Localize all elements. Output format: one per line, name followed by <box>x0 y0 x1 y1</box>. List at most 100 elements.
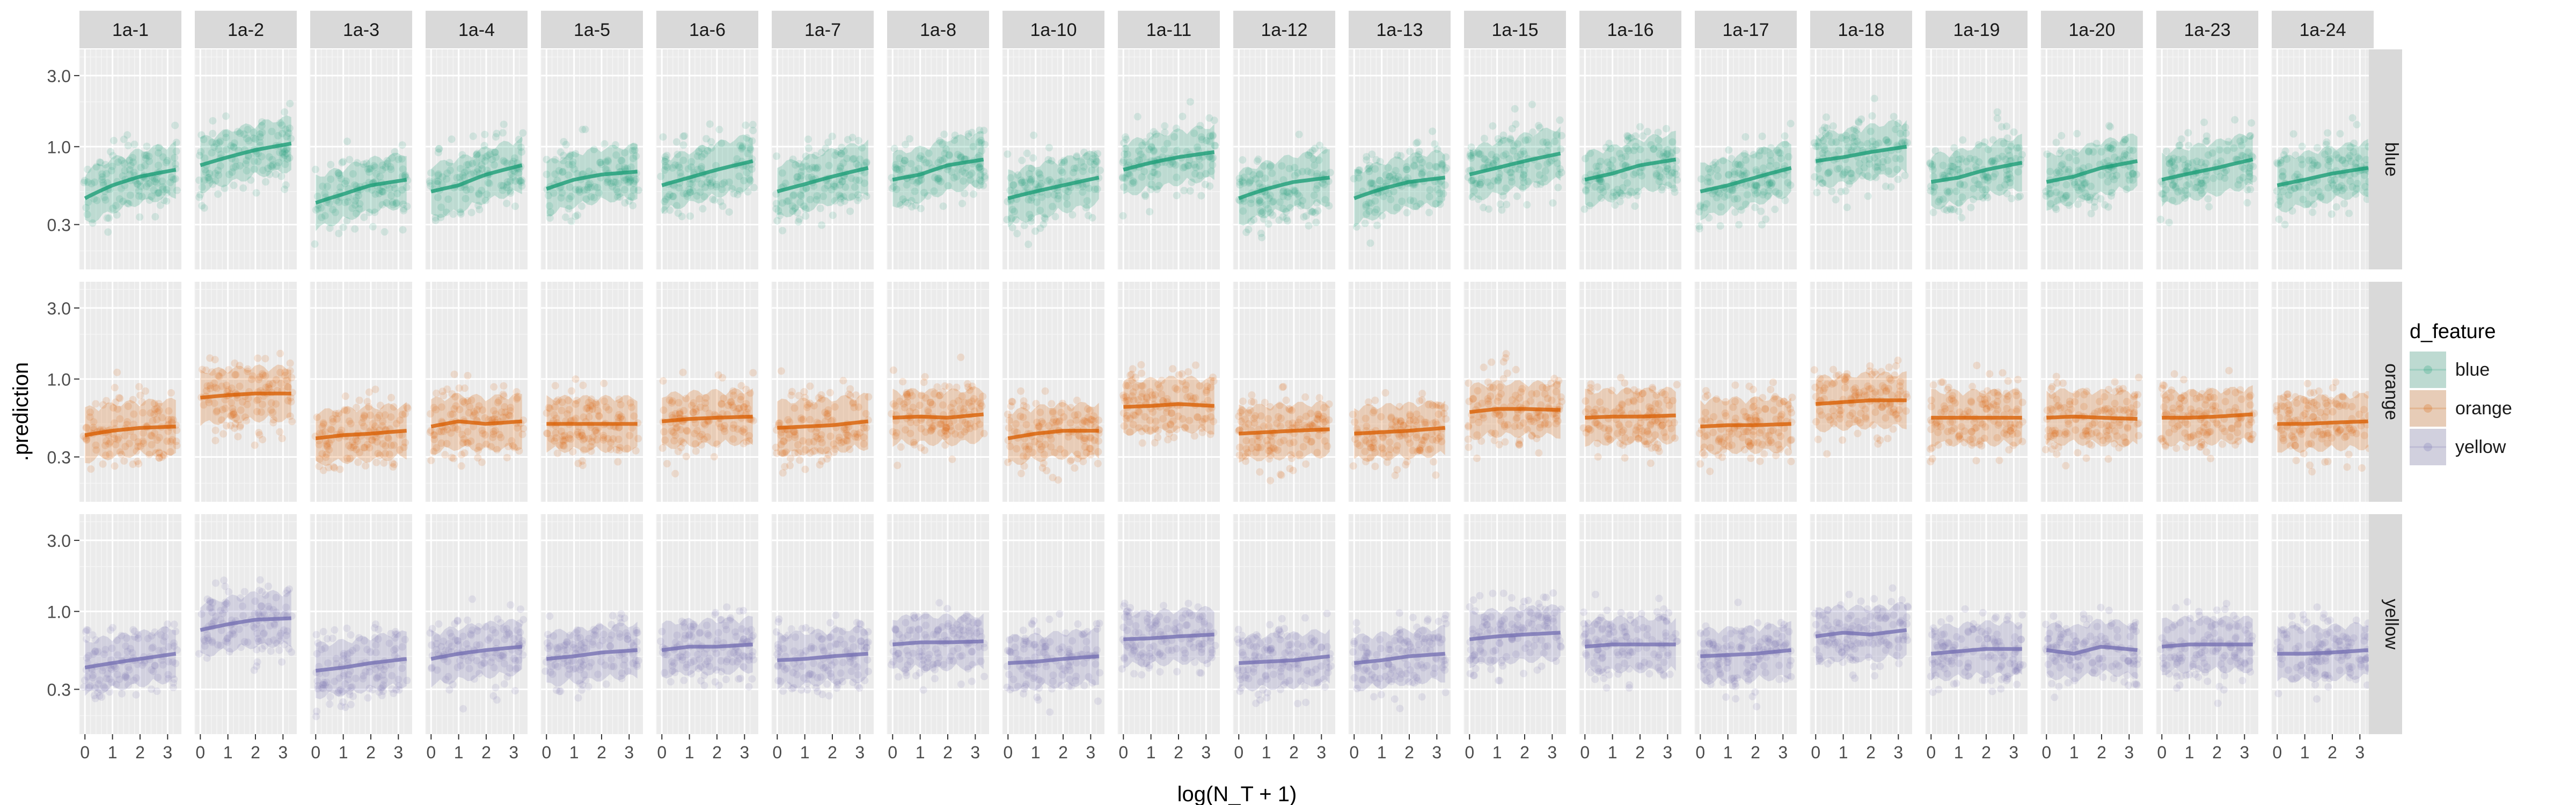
data-point <box>1093 185 1101 193</box>
data-point <box>914 165 923 173</box>
data-point <box>1047 435 1055 443</box>
data-point <box>1024 240 1033 248</box>
data-point <box>1695 225 1703 233</box>
data-point <box>1063 200 1071 208</box>
data-point <box>720 179 728 187</box>
data-point <box>979 392 987 400</box>
data-point <box>920 447 928 454</box>
data-point <box>725 178 733 186</box>
data-point <box>572 375 580 383</box>
data-point <box>1929 208 1937 216</box>
data-point <box>482 441 490 448</box>
data-point <box>114 405 122 413</box>
data-point <box>234 433 242 441</box>
data-point <box>1929 173 1937 180</box>
data-point <box>1209 132 1217 140</box>
data-point <box>2337 182 2345 190</box>
data-point <box>806 165 814 173</box>
data-point <box>1041 387 1049 395</box>
data-point <box>1028 193 1036 201</box>
data-point <box>201 166 209 174</box>
data-point <box>2217 157 2225 165</box>
data-point <box>1190 160 1198 169</box>
data-point <box>499 186 507 194</box>
data-point <box>83 210 91 218</box>
data-point <box>435 145 443 153</box>
data-point <box>195 193 203 201</box>
data-point <box>940 130 948 138</box>
data-point <box>491 149 499 157</box>
data-point <box>839 377 847 385</box>
data-point <box>791 404 799 412</box>
data-point <box>453 174 461 182</box>
data-point <box>663 151 671 159</box>
data-point <box>1608 156 1616 164</box>
data-point <box>1121 145 1129 153</box>
data-point <box>1036 207 1044 215</box>
data-point <box>1023 149 1031 157</box>
data-point <box>1498 206 1506 214</box>
facet-panel <box>1002 49 1104 269</box>
data-point <box>1325 400 1333 408</box>
data-point <box>1848 174 1856 182</box>
data-point <box>950 174 958 182</box>
data-point <box>1184 162 1192 170</box>
data-point <box>1004 411 1012 418</box>
data-point <box>1168 409 1175 417</box>
data-point <box>87 465 95 473</box>
facet-panel <box>1117 49 1220 269</box>
data-point <box>1055 192 1063 200</box>
data-point <box>2079 164 2087 172</box>
data-point <box>1664 165 1672 173</box>
data-point <box>351 201 359 209</box>
data-point <box>559 167 567 175</box>
data-point <box>733 155 741 163</box>
data-point <box>1291 188 1299 196</box>
data-point <box>494 399 502 406</box>
data-point <box>668 411 676 419</box>
data-point <box>2331 176 2339 184</box>
data-point <box>745 175 753 183</box>
data-point <box>674 150 682 158</box>
data-point <box>704 147 712 155</box>
data-point <box>687 163 696 171</box>
data-point <box>1072 416 1080 425</box>
data-point <box>202 168 210 176</box>
data-point <box>457 462 465 470</box>
data-point <box>1784 179 1792 187</box>
data-point <box>1521 136 1529 144</box>
data-point <box>150 174 158 182</box>
data-point <box>503 159 511 167</box>
data-point <box>632 447 640 455</box>
data-point <box>628 403 635 411</box>
data-point <box>1245 409 1252 416</box>
data-point <box>801 465 809 473</box>
data-point <box>1781 196 1789 204</box>
data-point <box>1173 426 1181 433</box>
data-point <box>2313 144 2321 152</box>
data-point <box>620 177 628 185</box>
data-point <box>243 417 251 425</box>
data-point <box>612 151 620 159</box>
data-point <box>232 371 240 379</box>
data-point <box>1320 181 1328 188</box>
data-point <box>740 428 748 436</box>
data-point <box>276 428 284 436</box>
panel-background <box>79 49 181 269</box>
data-point <box>889 400 897 408</box>
data-point <box>735 172 743 180</box>
data-point <box>327 160 335 169</box>
data-point <box>1988 157 1996 165</box>
data-point <box>1150 146 1158 154</box>
trend-line <box>546 170 638 191</box>
data-point <box>677 437 685 445</box>
data-point <box>1939 162 1947 170</box>
data-point <box>1209 131 1217 139</box>
data-point <box>975 138 983 146</box>
data-point <box>114 434 122 442</box>
data-point <box>469 159 477 167</box>
data-point <box>1202 414 1210 422</box>
confidence-band <box>1239 149 1330 226</box>
data-point <box>365 388 373 396</box>
data-point <box>1085 185 1093 193</box>
